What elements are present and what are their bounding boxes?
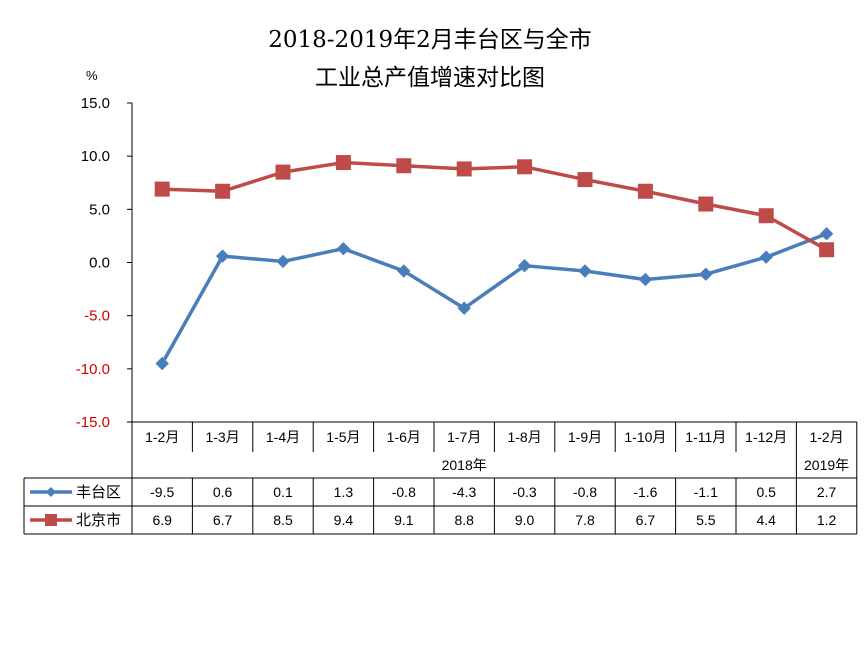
- data-point-diamond: [517, 258, 532, 273]
- data-point-diamond: [457, 301, 471, 315]
- data-label: -0.8: [392, 484, 416, 500]
- y-tick-label: 15.0: [81, 95, 110, 112]
- data-label: -4.3: [452, 484, 476, 500]
- data-label: 7.8: [575, 512, 595, 528]
- data-label: 1.2: [817, 512, 837, 528]
- data-label: 9.0: [515, 512, 535, 528]
- legend-label: 丰台区: [76, 484, 121, 501]
- data-label: 8.5: [273, 512, 293, 528]
- data-label: 6.9: [152, 512, 172, 528]
- data-label: -0.8: [573, 484, 597, 500]
- data-point-square: [758, 208, 774, 224]
- data-label: 6.7: [636, 512, 656, 528]
- series-line-0: [160, 232, 828, 365]
- data-point-square: [819, 242, 835, 258]
- data-point-square: [577, 172, 593, 188]
- y-tick-label: 10.0: [81, 148, 110, 165]
- data-point-diamond: [578, 264, 592, 278]
- data-label: 2.7: [817, 484, 837, 500]
- data-label: 6.7: [213, 512, 233, 528]
- y-tick-label: -10.0: [76, 361, 110, 378]
- data-point-square: [517, 159, 533, 175]
- x-tick-label: 1-3月: [205, 429, 239, 445]
- data-point-square: [275, 164, 291, 180]
- data-point-diamond: [215, 249, 230, 263]
- data-point-diamond: [819, 227, 834, 241]
- data-point-diamond: [699, 267, 713, 281]
- data-label: -0.3: [513, 484, 537, 500]
- x-tick-label: 1-10月: [624, 429, 666, 445]
- x-tick-label: 1-5月: [326, 429, 360, 445]
- y-tick-label: -5.0: [84, 308, 110, 325]
- legend-key-diamond: [46, 487, 56, 497]
- data-label: 0.6: [213, 484, 233, 500]
- data-point-square: [698, 196, 714, 212]
- x-tick-label: 1-11月: [685, 429, 726, 445]
- data-label: 5.5: [696, 512, 716, 528]
- year-group-label: 2019年: [804, 457, 849, 473]
- data-label: 9.4: [334, 512, 354, 528]
- x-tick-label: 1-9月: [568, 429, 602, 445]
- y-tick-label: 5.0: [89, 201, 110, 218]
- chart-subtitle: 工业总产值增速对比图: [315, 65, 545, 91]
- data-point-diamond: [155, 356, 169, 371]
- x-tick-label: 1-7月: [447, 429, 481, 445]
- data-label: 8.8: [454, 512, 474, 528]
- data-label: 9.1: [394, 512, 414, 528]
- x-tick-label: 1-4月: [266, 429, 300, 445]
- data-point-square: [637, 183, 653, 199]
- data-label: 1.3: [334, 484, 354, 500]
- y-tick-label: -15.0: [76, 414, 110, 431]
- legend-key-square: [45, 514, 57, 526]
- series-line-1: [162, 160, 828, 252]
- data-point-diamond: [638, 272, 653, 287]
- data-point-square: [335, 155, 351, 171]
- y-axis-unit: %: [86, 68, 98, 83]
- x-tick-label: 1-6月: [387, 429, 421, 445]
- data-point-diamond: [397, 264, 411, 278]
- data-point-square: [154, 181, 170, 197]
- data-point-diamond: [336, 241, 351, 256]
- x-tick-label: 1-12月: [745, 429, 787, 445]
- data-point-square: [456, 161, 472, 177]
- data-label: -1.6: [633, 484, 657, 500]
- legend-label: 北京市: [76, 512, 121, 529]
- x-tick-label: 1-8月: [507, 429, 541, 445]
- y-tick-label: 0.0: [89, 255, 110, 272]
- data-label: 0.1: [273, 484, 293, 500]
- data-label: 0.5: [756, 484, 776, 500]
- data-point-square: [215, 183, 231, 199]
- data-point-diamond: [759, 250, 773, 264]
- data-label: -9.5: [150, 484, 174, 500]
- data-label: 4.4: [756, 512, 776, 528]
- x-tick-label: 1-2月: [145, 429, 179, 445]
- x-tick-label: 1-2月: [809, 429, 843, 445]
- data-point-square: [396, 158, 412, 174]
- data-label: -1.1: [694, 484, 718, 500]
- chart-title: 2018-2019年2月丰台区与全市: [268, 27, 592, 53]
- year-group-label: 2018年: [442, 457, 487, 473]
- data-point-diamond: [276, 254, 290, 269]
